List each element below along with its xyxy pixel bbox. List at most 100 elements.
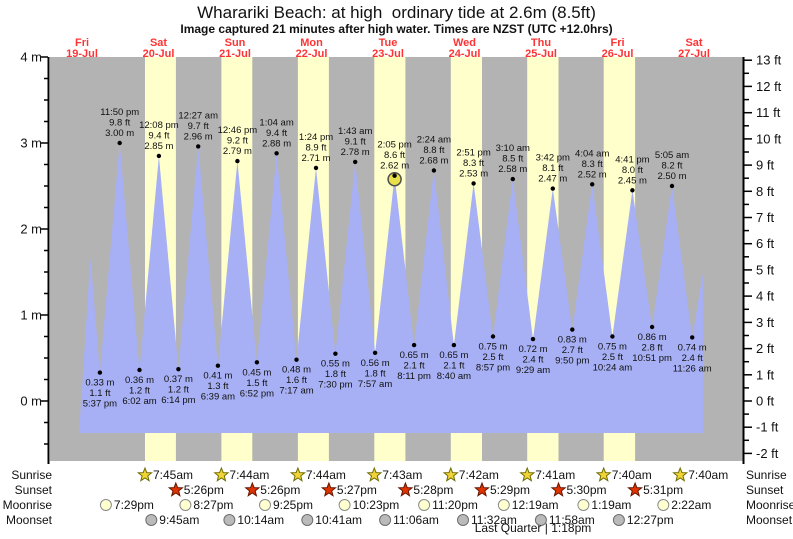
moonset-icon [223,514,236,526]
high-tide-label: 2.78 m [341,147,370,158]
moonrise-time: 9:25pm [273,498,313,512]
low-tide-label: 7:17 am [279,386,313,397]
tide-point-dot [274,151,279,156]
moonrise-time: 8:27pm [193,498,233,512]
day-label-weekday: Sun [225,37,246,49]
y-axis-right-tick-label: 2 ft [756,341,774,356]
high-tide-label: 8.1 ft [542,163,563,174]
day-label-weekday: Mon [300,37,323,49]
y-axis-left-tick-label: 1 m [20,308,42,323]
tide-point-dot [176,367,181,372]
sunrise-time: 7:42am [459,468,499,482]
high-tide-label: 1:24 pm [299,132,333,143]
low-tide-label: 0.65 m [439,350,468,361]
tide-point-dot [570,327,575,332]
y-axis-left-tick-label: 0 m [20,394,42,409]
low-tide-label: 1.5 ft [246,378,267,389]
moonset-time: 11:06am [393,513,439,527]
y-axis-right-tick-label: 11 ft [756,105,781,120]
tide-point-dot [471,181,476,186]
low-tide-label: 8:40 am [437,371,471,382]
tide-point-dot [353,159,358,165]
low-tide-label: 0.75 m [478,342,507,353]
tide-point-dot [649,324,655,330]
tide-point-dot [294,357,299,362]
sunrise-star-icon [213,466,230,482]
y-axis-left: 4 m 3 m 2 m 1 m 0 m [20,50,50,464]
sunset-star-icon [320,481,337,497]
tide-point-dot [196,144,201,149]
day-label-weekday: Sat [150,37,167,49]
high-tide-label: 1:04 am [259,117,293,128]
day-label-date: 23-Jul [372,48,404,60]
moonrise-time: 10:23pm [353,498,400,512]
sunrise-time: 7:44am [306,468,346,482]
tide-point-dot [590,182,595,187]
high-tide-label: 1:43 am [338,126,372,137]
low-tide-label: 0.36 m [125,375,154,386]
sunset-time: 5:28pm [413,483,453,497]
moonrise-icon [497,499,510,511]
sunset-star-icon [473,481,490,497]
sunrise-star-icon [289,466,306,482]
sunset-star-icon [627,481,644,497]
high-tide-label: 8.6 ft [384,150,405,161]
moonrise-icon [259,499,271,511]
high-tide-label: 2.71 m [301,153,330,164]
high-tide-label: 9.4 ft [266,128,287,139]
moonset-row-label-left: Moonset [6,513,53,527]
high-tide-label: 2.45 m [618,175,647,186]
y-axis-right-tick-label: 3 ft [756,315,774,330]
moonrise-icon [99,499,112,511]
day-label-date: 19-Jul [66,48,98,60]
moonrise-icon [179,499,192,511]
low-tide-label: 6:14 pm [161,395,195,406]
sunrise-row: Sunrise Sunrise 7:45am 7:44am 7:44am 7:43am 7:… [11,466,787,482]
tide-point-dot [669,183,675,189]
y-axis-right: 13 ft 12 ft 11 ft 10 ft 9 ft 8 ft 7 ft 6 ft 5 ft… [742,53,782,464]
sunset-row-label-right: Sunset [746,483,784,497]
moonset-icon [534,514,547,526]
low-tide-label: 0.83 m [558,335,587,346]
moonset-icon [145,514,158,526]
low-tide-label: 0.41 m [203,371,232,382]
low-tide-label: 2.5 ft [482,352,503,363]
moonset-icon [457,514,469,526]
low-tide-label: 0.72 m [518,344,547,355]
y-axis-right-tick-label: 5 ft [756,262,774,277]
day-label-weekday: Wed [453,37,476,49]
low-tide-label: 1.2 ft [168,385,189,396]
high-tide-label: 2:24 am [417,135,451,146]
low-tide-label: 11:26 am [673,363,712,374]
y-axis-right-tick-label: 6 ft [756,236,774,251]
high-tide-label: 8.0 ft [622,165,643,176]
low-tide-label: 9:50 pm [555,356,589,367]
sunset-star-icon [550,481,567,497]
high-tide-label: 8.2 ft [661,161,682,172]
low-tide-label: 0.37 m [164,374,193,385]
low-tide-label: 0.33 m [85,378,114,389]
low-tide-label: 0.74 m [678,342,707,353]
low-tide-label: 2.7 ft [562,345,583,356]
day-label-weekday: Tue [379,37,398,49]
high-tide-label: 3.00 m [105,128,134,139]
chart-title: Wharariki Beach: at high ordinary tide a… [197,3,596,22]
high-tide-label: 9.2 ft [227,136,248,147]
high-tide-label: 2.96 m [184,131,213,142]
moonrise-icon [577,499,590,511]
tide-point-dot [333,351,338,356]
moonset-time: 10:41am [315,513,362,527]
moonset-icon [612,514,625,526]
tide-point-dot [215,363,221,368]
y-axis-right-tick-label: -1 ft [756,420,779,435]
moon-phase: Last Quarter | 1:18pm [475,521,592,535]
tide-point-dot [392,173,397,178]
sunset-time: 5:31pm [643,483,683,497]
y-axis-right-tick-label: 13 ft [756,53,782,68]
sunrise-star-icon [136,466,153,482]
day-label-weekday: Fri [75,37,89,49]
sunrise-time: 7:45am [153,468,193,482]
sunset-star-icon [167,481,184,497]
tide-point-dot [550,186,555,191]
moonrise-time: 1:19am [591,498,631,512]
